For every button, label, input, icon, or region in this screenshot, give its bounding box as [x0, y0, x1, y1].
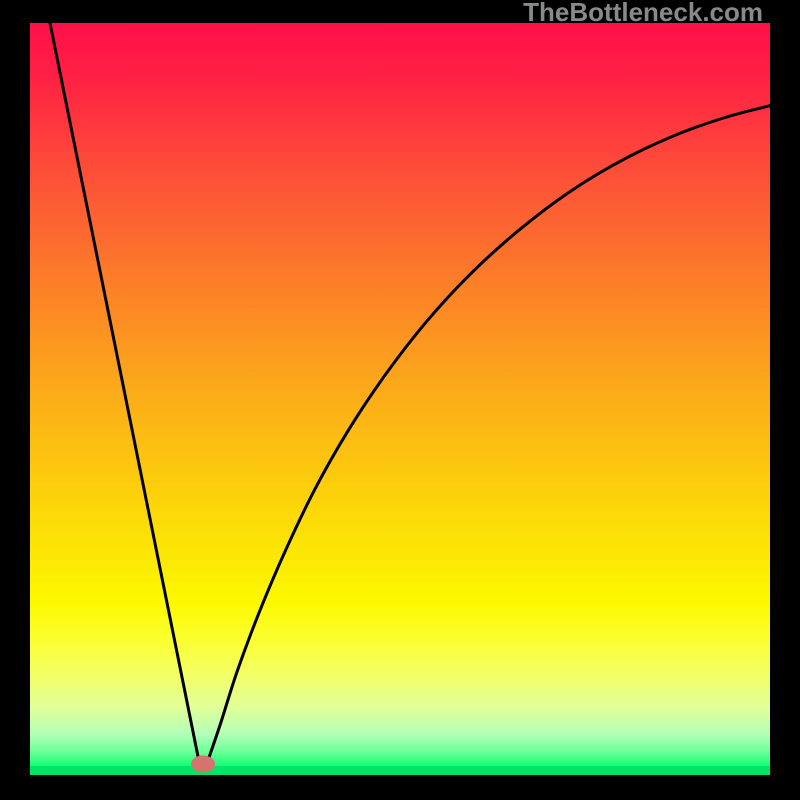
chart-container: TheBottleneck.com	[0, 0, 800, 800]
watermark-text: TheBottleneck.com	[523, 0, 763, 28]
plot-area	[30, 23, 770, 775]
bottleneck-curve	[30, 23, 770, 775]
optimal-marker	[191, 756, 215, 773]
